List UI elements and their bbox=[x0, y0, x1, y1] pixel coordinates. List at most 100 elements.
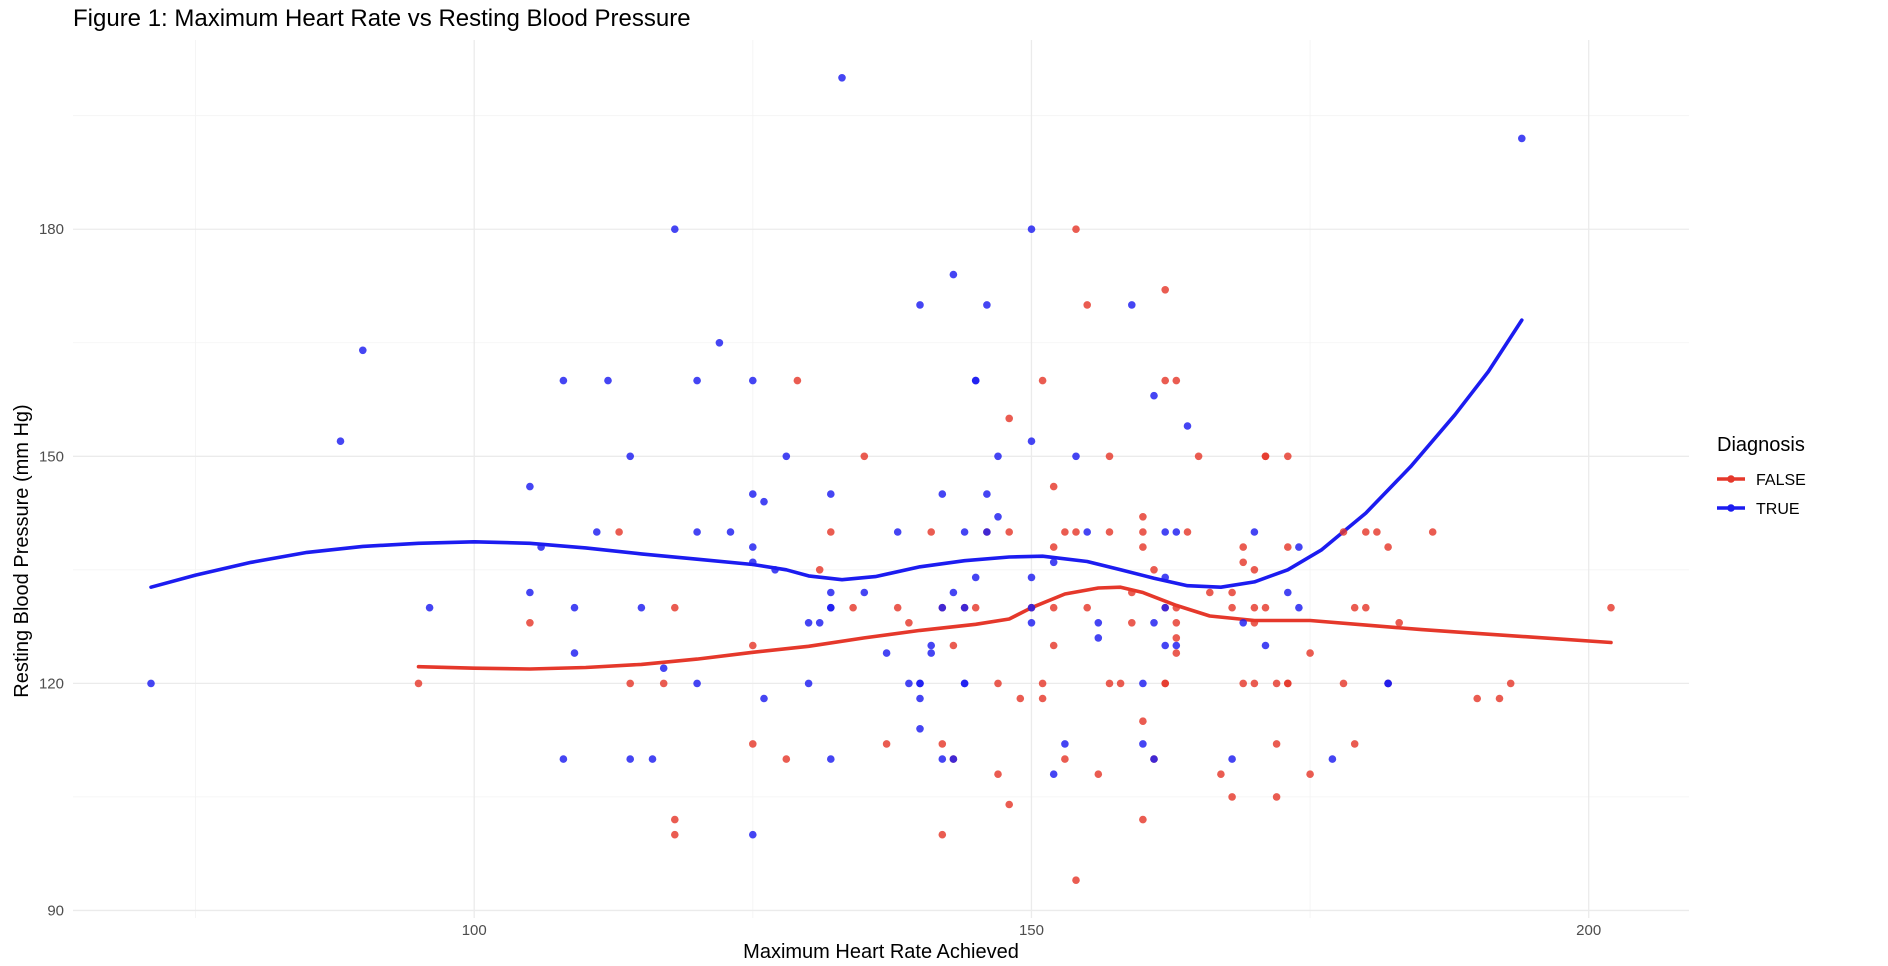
point-true bbox=[604, 376, 612, 385]
point-true bbox=[1072, 452, 1080, 461]
point-true bbox=[1295, 543, 1303, 551]
point-true bbox=[1049, 558, 1058, 567]
point-true bbox=[971, 376, 980, 385]
point-true bbox=[916, 679, 924, 688]
point-true bbox=[359, 346, 367, 355]
point-true bbox=[827, 603, 835, 612]
point-true bbox=[626, 452, 634, 461]
legend-title: Diagnosis bbox=[1717, 434, 1805, 456]
grid bbox=[73, 40, 1689, 918]
point-false bbox=[1161, 679, 1169, 688]
point-false bbox=[1061, 755, 1069, 763]
point-true bbox=[1161, 641, 1169, 650]
point-true bbox=[1384, 679, 1392, 688]
point-false bbox=[1284, 452, 1292, 461]
point-true bbox=[760, 497, 768, 506]
point-false bbox=[1005, 414, 1013, 423]
point-false bbox=[1261, 452, 1270, 461]
point-false bbox=[938, 740, 947, 748]
point-true bbox=[425, 603, 434, 612]
point-false bbox=[1150, 566, 1158, 574]
point-true bbox=[559, 755, 568, 763]
point-false bbox=[1139, 528, 1147, 536]
point-true bbox=[1027, 225, 1036, 233]
point-true bbox=[1150, 391, 1158, 400]
point-false bbox=[414, 679, 423, 688]
point-false bbox=[615, 528, 623, 536]
x-tick-label: 150 bbox=[1019, 922, 1044, 939]
point-true bbox=[648, 755, 657, 763]
point-true bbox=[559, 376, 568, 385]
point-true bbox=[1094, 619, 1103, 627]
point-false bbox=[1049, 603, 1058, 612]
point-false bbox=[905, 619, 913, 627]
point-false bbox=[1339, 679, 1348, 688]
point-false bbox=[1306, 649, 1314, 657]
point-true bbox=[1027, 573, 1036, 582]
point-true bbox=[916, 301, 924, 309]
point-false bbox=[1239, 543, 1247, 551]
point-false bbox=[671, 830, 679, 839]
point-true bbox=[983, 301, 991, 309]
point-true bbox=[1161, 603, 1169, 612]
point-false bbox=[1161, 286, 1169, 294]
legend-key-point-false bbox=[1727, 475, 1735, 483]
point-true bbox=[537, 543, 545, 551]
point-false bbox=[1083, 603, 1091, 612]
point-true bbox=[1228, 755, 1236, 763]
point-false bbox=[849, 603, 857, 612]
point-true bbox=[693, 376, 701, 385]
point-true bbox=[771, 566, 779, 574]
chart-title: Figure 1: Maximum Heart Rate vs Resting … bbox=[73, 5, 691, 32]
point-false bbox=[1128, 619, 1136, 627]
point-true bbox=[994, 513, 1002, 521]
point-false bbox=[1038, 694, 1047, 703]
point-true bbox=[1027, 437, 1036, 446]
point-false bbox=[1139, 513, 1147, 521]
point-true bbox=[693, 528, 701, 536]
point-false bbox=[1005, 800, 1013, 809]
point-false bbox=[1194, 452, 1203, 461]
point-false bbox=[1272, 793, 1281, 801]
point-false bbox=[1172, 649, 1181, 657]
point-true bbox=[1161, 528, 1169, 536]
point-false bbox=[893, 603, 902, 612]
point-false bbox=[1116, 679, 1125, 688]
point-false bbox=[1250, 679, 1259, 688]
point-true bbox=[905, 679, 913, 688]
point-false bbox=[1172, 634, 1181, 642]
point-false bbox=[526, 619, 534, 627]
point-true bbox=[1239, 619, 1247, 627]
point-false bbox=[1239, 679, 1247, 688]
point-false bbox=[1139, 717, 1147, 725]
tick-labels: 100 150 200 90 120 150 180 bbox=[39, 221, 1601, 939]
point-false bbox=[1128, 588, 1136, 597]
legend-key-point-true bbox=[1727, 504, 1735, 512]
point-false bbox=[1228, 793, 1236, 801]
point-false bbox=[749, 740, 757, 748]
point-true bbox=[749, 558, 757, 567]
point-false bbox=[1607, 603, 1615, 612]
point-true bbox=[938, 755, 947, 763]
point-true bbox=[749, 490, 757, 498]
point-true bbox=[1128, 301, 1136, 309]
point-false bbox=[1428, 528, 1437, 536]
point-true bbox=[693, 679, 701, 688]
point-true bbox=[749, 376, 757, 385]
legend: Diagnosis FALSE TRUE bbox=[1717, 434, 1806, 518]
point-false bbox=[971, 603, 980, 612]
point-true bbox=[1284, 588, 1292, 597]
point-true bbox=[1049, 770, 1058, 778]
point-false bbox=[1049, 641, 1058, 650]
smooth-line-true bbox=[149, 318, 1524, 589]
point-true bbox=[147, 679, 155, 688]
x-tick-label: 100 bbox=[462, 922, 487, 939]
point-false bbox=[1049, 543, 1058, 551]
point-true bbox=[960, 528, 969, 536]
point-false bbox=[1083, 301, 1091, 309]
point-false bbox=[927, 528, 935, 536]
point-true bbox=[827, 588, 835, 597]
point-true bbox=[1139, 679, 1147, 688]
point-true bbox=[1295, 603, 1303, 612]
